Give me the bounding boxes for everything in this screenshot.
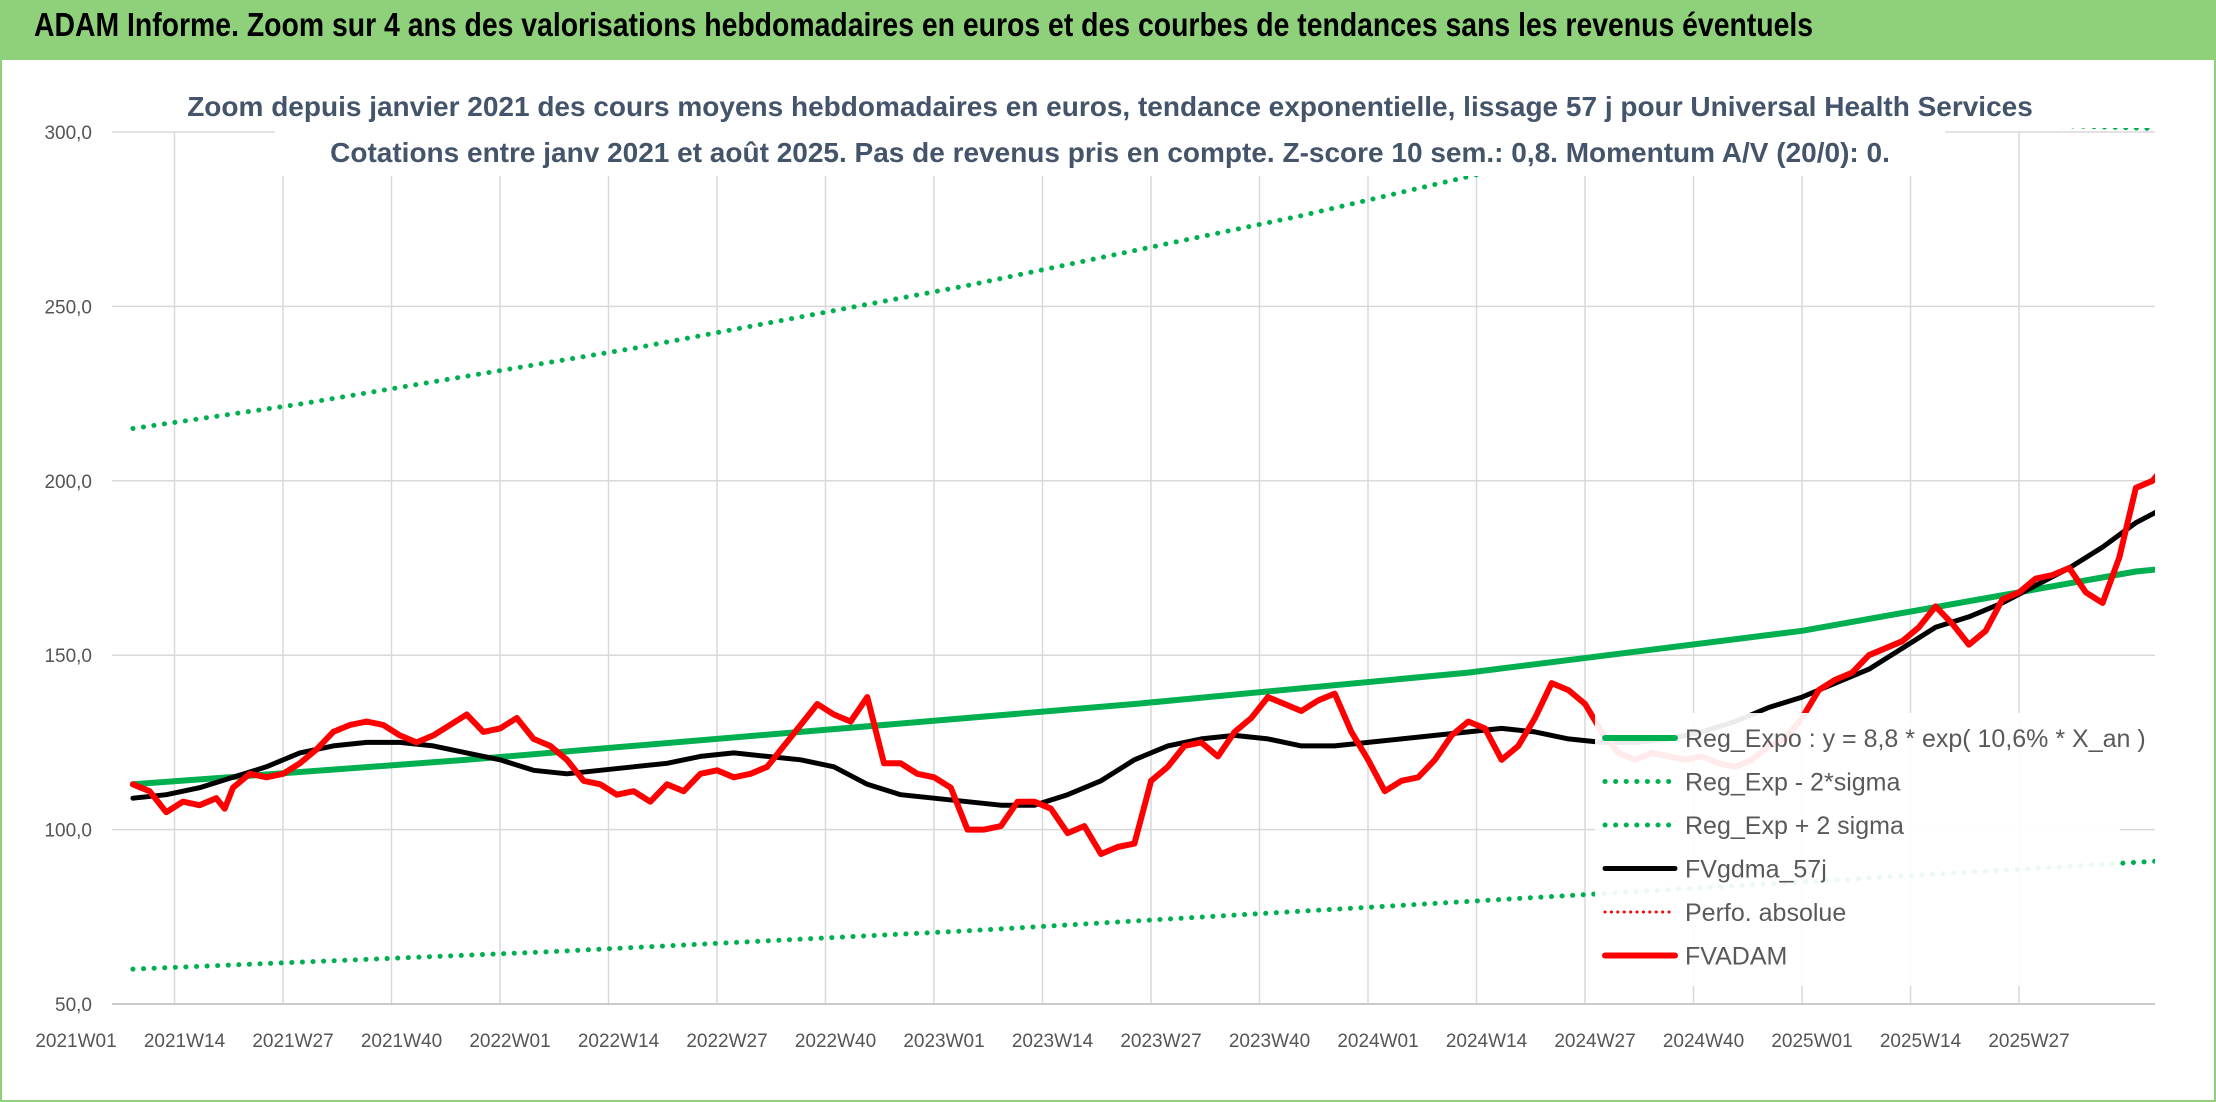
- x-tick-label: 2021W01: [35, 1031, 116, 1052]
- series-line-3: [130, 509, 2155, 808]
- x-tick-label: 2021W40: [361, 1031, 442, 1052]
- y-tick-label: 200,0: [44, 472, 92, 493]
- x-tick-label: 2023W40: [1229, 1031, 1310, 1052]
- x-tick-label: 2022W01: [469, 1031, 550, 1052]
- x-tick-label: 2024W01: [1337, 1031, 1418, 1052]
- x-tick-label: 2021W14: [144, 1031, 226, 1052]
- y-tick-label: 50,0: [55, 995, 92, 1016]
- header-banner: ADAM Informe. Zoom sur 4 ans des valoris…: [0, 0, 2216, 60]
- x-tick-label: 2022W14: [578, 1031, 660, 1052]
- y-tick-label: 300,0: [44, 123, 92, 144]
- x-tick-label: 2023W27: [1120, 1031, 1201, 1052]
- legend-background: [1595, 713, 2120, 986]
- y-tick-label: 100,0: [44, 821, 92, 842]
- chart-title-line-2: Cotations entre janv 2021 et août 2025. …: [330, 137, 1890, 168]
- series-line-2: [130, 128, 2155, 431]
- legend-entry-label: Reg_Exp + 2 sigma: [1685, 812, 1904, 840]
- chart-title-line-1: Zoom depuis janvier 2021 des cours moyen…: [187, 91, 2033, 122]
- x-axis: 2021W01 2021W14 2021W27 2021W40 2022W01 2022W…: [35, 1031, 2069, 1052]
- y-tick-label: 150,0: [44, 646, 92, 667]
- legend-entry-label: FVgdma_57j: [1685, 856, 1827, 884]
- series-line-5: [129, 472, 2155, 857]
- x-tick-label: 2025W14: [1880, 1031, 1962, 1052]
- x-tick-label: 2025W27: [1988, 1031, 2069, 1052]
- x-tick-label: 2023W01: [903, 1031, 984, 1052]
- legend-entry-label: Reg_Exp - 2*sigma: [1685, 769, 1900, 797]
- legend-entry-label: FVADAM: [1685, 943, 1787, 971]
- x-tick-label: 2024W27: [1554, 1031, 1635, 1052]
- x-tick-label: 2025W01: [1771, 1031, 1852, 1052]
- x-tick-label: 2023W14: [1012, 1031, 1094, 1052]
- chart-title-background: [275, 88, 1945, 176]
- legend-entry-label: Perfo. absolue: [1685, 899, 1846, 927]
- y-axis: 50,0 100,0 150,0 200,0 250,0 300,0: [44, 123, 92, 1016]
- x-tick-label: 2021W27: [252, 1031, 333, 1052]
- y-tick-label: 250,0: [44, 297, 92, 318]
- x-tick-label: 2022W40: [795, 1031, 876, 1052]
- legend-entry-label: Reg_Expo : y = 8,8 * exp( 10,6% * X_an ): [1685, 725, 2146, 753]
- legend: Reg_Expo : y = 8,8 * exp( 10,6% * X_an )…: [1595, 713, 2146, 986]
- page-title: ADAM Informe. Zoom sur 4 ans des valoris…: [34, 6, 1814, 43]
- x-tick-label: 2024W40: [1663, 1031, 1744, 1052]
- x-tick-label: 2024W14: [1446, 1031, 1528, 1052]
- x-tick-label: 2022W27: [686, 1031, 767, 1052]
- series-group: [129, 128, 2155, 972]
